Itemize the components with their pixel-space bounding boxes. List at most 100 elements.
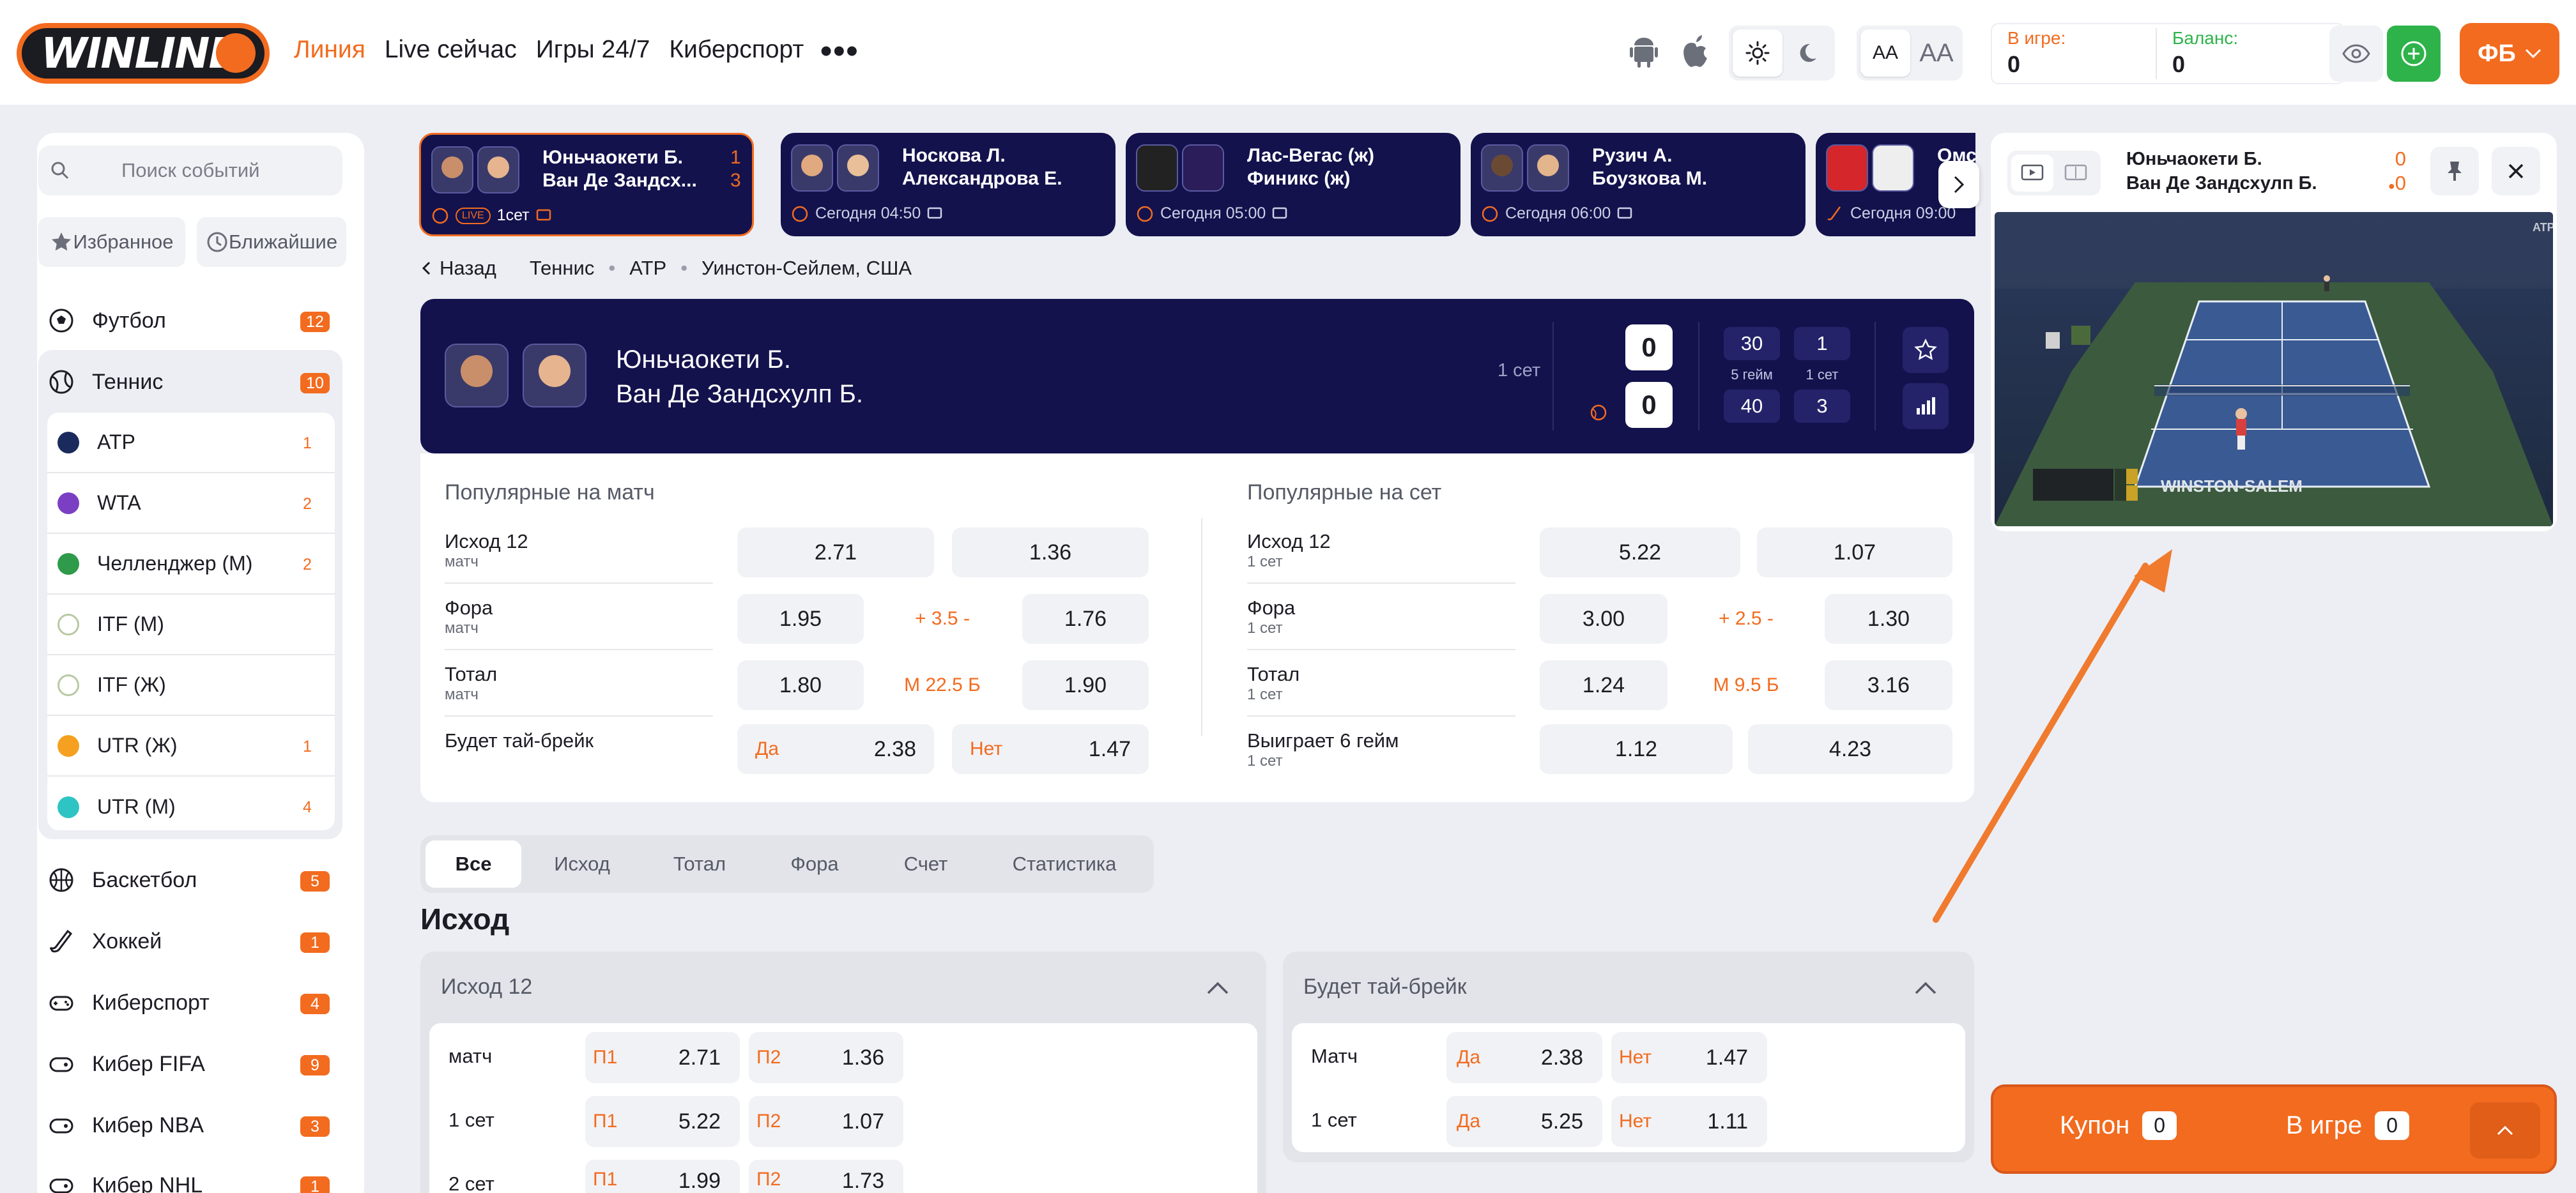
set-label: 1 сет xyxy=(1805,367,1839,383)
winline-logo[interactable]: WINLINE xyxy=(17,23,270,84)
odd-button[interactable]: 1.12 xyxy=(1540,724,1733,774)
apple-icon[interactable] xyxy=(1679,33,1712,69)
odd-button[interactable]: П2 1.36 xyxy=(749,1032,903,1083)
breadcrumb-tennis[interactable]: Теннис xyxy=(529,257,595,279)
tournament-utr-m[interactable]: UTR (М) 4 xyxy=(47,777,335,837)
tab-handicap[interactable]: Фора xyxy=(790,853,839,875)
sport-cyber-nba[interactable]: Кибер NBA 3 xyxy=(38,1096,342,1155)
more-menu-icon[interactable]: ••• xyxy=(820,33,859,70)
sun-icon[interactable] xyxy=(1733,29,1782,77)
odd-button[interactable]: Нет 1.11 xyxy=(1611,1096,1767,1147)
expand-coupon-button[interactable] xyxy=(2470,1102,2540,1159)
scoreboard-icon[interactable] xyxy=(2055,155,2097,192)
deposit-button[interactable] xyxy=(2387,26,2441,82)
back-link[interactable]: Назад xyxy=(440,257,496,279)
tournament-name: ATP xyxy=(97,430,135,453)
total-selector[interactable]: М 9.5 Б xyxy=(1713,674,1779,695)
odd-button[interactable]: 1.07 xyxy=(1757,528,1952,577)
sport-cyber-nhl[interactable]: Кибер NHL 1 xyxy=(38,1156,342,1193)
android-icon[interactable] xyxy=(1628,36,1660,69)
user-menu-button[interactable]: ФБ xyxy=(2460,23,2559,84)
coupon-button[interactable]: Купон 0 xyxy=(2060,1111,2177,1140)
event-card[interactable]: Рузич А. Боузкова М. Сегодня 06:00 xyxy=(1471,133,1805,236)
odd-label: Нет xyxy=(1619,1047,1652,1068)
odd-button[interactable]: 1.90 xyxy=(1022,660,1149,710)
tournament-itf-m[interactable]: ITF (М) xyxy=(47,595,335,655)
close-icon[interactable] xyxy=(2492,147,2540,195)
tournament-challenger[interactable]: Челленджер (М) 2 xyxy=(47,534,335,595)
odd-button[interactable]: Да 2.38 xyxy=(737,724,934,774)
odd-button[interactable]: 3.00 xyxy=(1540,594,1667,644)
odd-button[interactable]: П2 1.73 xyxy=(749,1160,903,1193)
event-meta: Сегодня 04:50 xyxy=(791,204,942,223)
odd-button[interactable]: Нет 1.47 xyxy=(1611,1032,1767,1083)
odd-button[interactable]: П1 5.22 xyxy=(585,1096,740,1147)
breadcrumb-tournament[interactable]: Уинстон-Сейлем, США xyxy=(702,257,912,279)
event-card[interactable]: Лас-Вегас (ж) Финикс (ж) Сегодня 05:00 xyxy=(1126,133,1460,236)
odd-button[interactable]: П1 1.99 xyxy=(585,1160,740,1193)
sport-football[interactable]: Футбол 12 xyxy=(38,291,342,350)
nav-esports[interactable]: Киберспорт xyxy=(669,36,804,63)
challenger-logo-icon xyxy=(57,552,79,575)
tournament-wta[interactable]: WTA 2 xyxy=(47,473,335,534)
tab-score[interactable]: Счет xyxy=(903,853,948,875)
odd-button[interactable]: 1.36 xyxy=(952,528,1149,577)
tab-all[interactable]: Все xyxy=(425,840,521,888)
tab-total[interactable]: Тотал xyxy=(673,853,726,875)
collapse-chevron-icon[interactable] xyxy=(1206,981,1229,998)
odd-button[interactable]: 5.22 xyxy=(1540,528,1740,577)
pin-icon[interactable] xyxy=(2430,147,2479,195)
tab-outcome[interactable]: Исход xyxy=(554,853,610,875)
font-large-button[interactable]: АА xyxy=(1919,38,1954,67)
odd-button[interactable]: 2.71 xyxy=(737,528,934,577)
tournament-atp[interactable]: ATP 1 xyxy=(47,413,335,473)
odd-button[interactable]: 1.80 xyxy=(737,660,864,710)
tab-statistics[interactable]: Статистика xyxy=(1012,853,1117,875)
odd-button[interactable]: П2 1.07 xyxy=(749,1096,903,1147)
breadcrumb-atp[interactable]: ATP xyxy=(629,257,667,279)
utr-logo-icon xyxy=(57,796,79,818)
sport-esports[interactable]: Киберспорт 4 xyxy=(38,973,342,1032)
handicap-selector[interactable]: + 3.5 - xyxy=(915,608,970,629)
total-selector[interactable]: М 22.5 Б xyxy=(904,674,981,695)
favorite-star-icon[interactable] xyxy=(1903,327,1949,373)
sport-basketball[interactable]: Баскетбол 5 xyxy=(38,851,342,909)
tournament-itf-w[interactable]: ITF (Ж) xyxy=(47,655,335,716)
sport-tennis[interactable]: Теннис 10 xyxy=(38,353,342,411)
event-card[interactable]: Носкова Л. Александрова Е. Сегодня 04:50 xyxy=(781,133,1116,236)
in-game-button[interactable]: В игре 0 xyxy=(2286,1111,2410,1140)
odd-button[interactable]: Да 2.38 xyxy=(1446,1032,1602,1083)
favorites-button[interactable]: Избранное xyxy=(38,217,185,267)
nearest-button[interactable]: Ближайшие xyxy=(197,217,346,267)
font-small-button[interactable]: АА xyxy=(1860,29,1910,77)
odd-button[interactable]: 1.24 xyxy=(1540,660,1667,710)
events-next-button[interactable] xyxy=(1938,161,1979,208)
odd-button[interactable]: 3.16 xyxy=(1825,660,1952,710)
team-logo xyxy=(1872,144,1914,192)
nav-live[interactable]: Live сейчас xyxy=(384,36,517,63)
collapse-chevron-icon[interactable] xyxy=(1914,981,1937,998)
odd-button[interactable]: Нет 1.47 xyxy=(952,724,1149,774)
odd-button[interactable]: 1.95 xyxy=(737,594,864,644)
tournament-utr-w[interactable]: UTR (Ж) 1 xyxy=(47,716,335,777)
event-players: Носкова Л. Александрова Е. xyxy=(902,145,1062,189)
odd-button[interactable]: Да 5.25 xyxy=(1446,1096,1602,1147)
video-player[interactable]: WINSTON-SALEM ATP xyxy=(1995,212,2553,526)
stats-bars-icon[interactable] xyxy=(1903,383,1949,429)
sport-hockey[interactable]: Хоккей 1 xyxy=(38,912,342,971)
odd-button[interactable]: 1.76 xyxy=(1022,594,1149,644)
sport-cyber-fifa[interactable]: Кибер FIFA 9 xyxy=(38,1035,342,1093)
eye-icon[interactable] xyxy=(2329,26,2383,82)
odd-button[interactable]: П1 2.71 xyxy=(585,1032,740,1083)
player2-name: Ван Де Зандсхулп Б. xyxy=(616,380,864,408)
odd-button[interactable]: 1.30 xyxy=(1825,594,1952,644)
moon-icon[interactable] xyxy=(1788,33,1827,73)
handicap-selector[interactable]: + 2.5 - xyxy=(1719,608,1774,629)
odd-button[interactable]: 4.23 xyxy=(1748,724,1952,774)
search-input[interactable]: Поиск событий xyxy=(38,146,342,195)
divider xyxy=(1552,322,1554,430)
nav-line[interactable]: Линия xyxy=(294,36,365,63)
video-icon[interactable] xyxy=(2011,155,2053,192)
nav-games[interactable]: Игры 24/7 xyxy=(535,36,650,63)
